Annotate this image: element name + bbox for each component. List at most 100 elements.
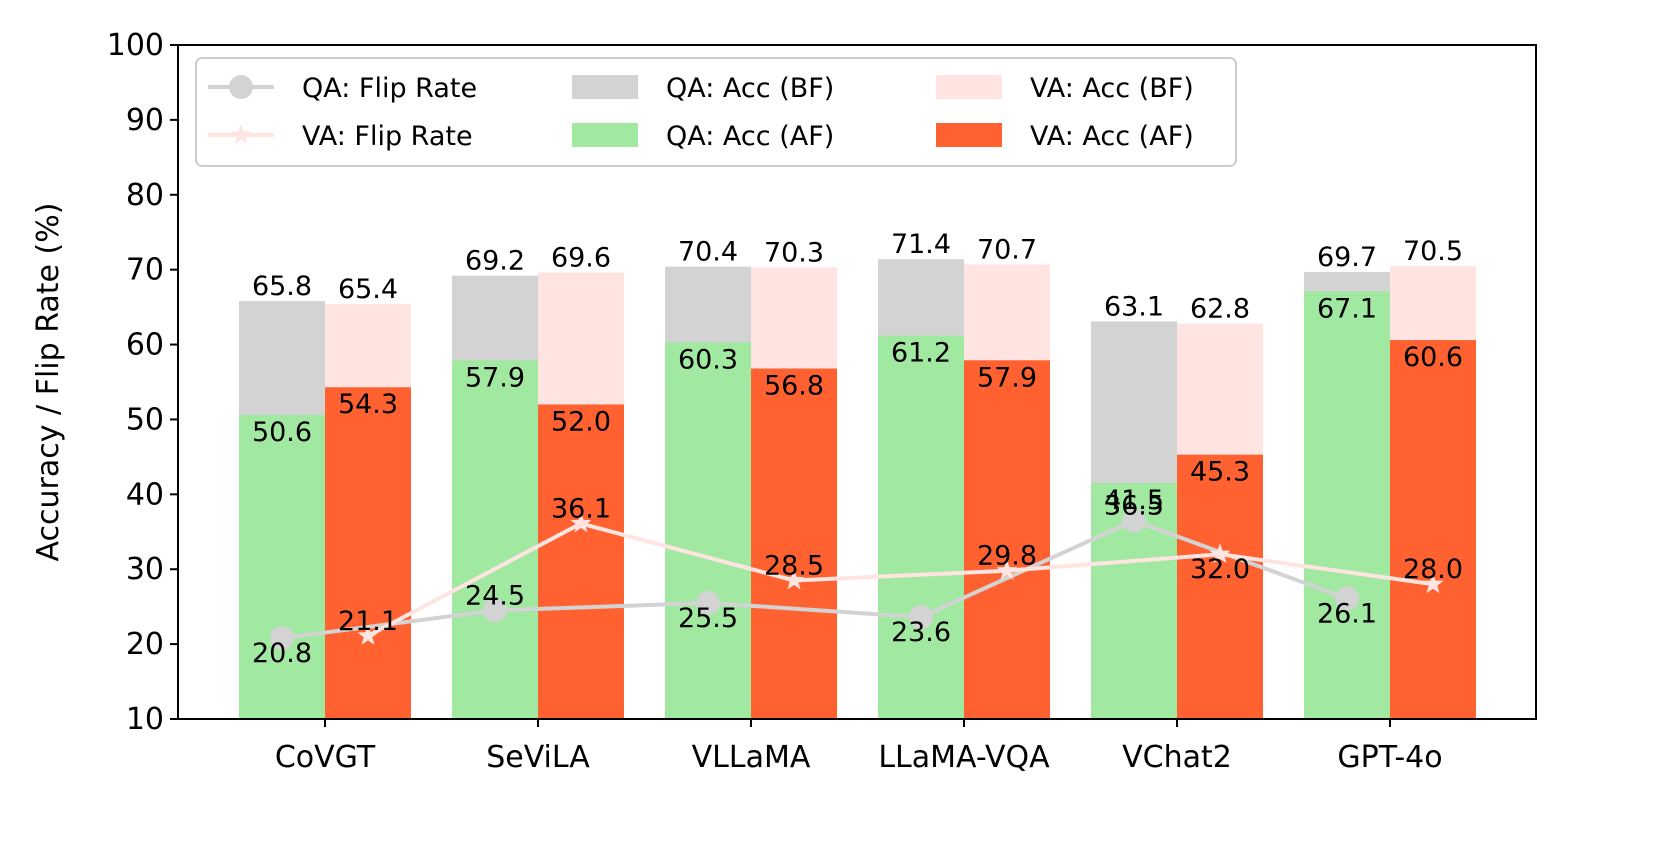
label-qa-acc-bf-vchat2: 63.1 (1104, 291, 1164, 322)
label-va-acc-bf-vchat2: 62.8 (1190, 294, 1250, 325)
marker-va-flip-rate-gpt-4o (1422, 573, 1444, 594)
label-qa-acc-af-covgt: 50.6 (252, 417, 312, 448)
legend-label-qa-flip-rate: QA: Flip Rate (302, 73, 477, 104)
label-qa-acc-bf-vllama: 70.4 (678, 237, 738, 268)
x-tick-label-covgt: CoVGT (275, 740, 376, 775)
legend-swatch-va-acc-af (936, 123, 1002, 147)
marker-va-flip-rate-covgt (357, 624, 379, 645)
legend-marker-qa-flip-rate (229, 75, 253, 99)
label-va-acc-bf-gpt-4o: 70.5 (1403, 236, 1463, 267)
bar-va-acc-af-vllama (751, 368, 837, 719)
y-tick-label-50: 50 (126, 402, 164, 437)
y-axis-title: Accuracy / Flip Rate (%) (31, 203, 66, 562)
marker-qa-flip-rate-llama-vqa (909, 605, 933, 630)
label-qa-flip-rate-llama-vqa: 23.6 (891, 617, 951, 648)
bar-qa-acc-af-gpt-4o (1304, 291, 1390, 719)
label-va-acc-af-llama-vqa: 57.9 (977, 362, 1037, 393)
bar-va-acc-af-llama-vqa (964, 360, 1050, 719)
x-tick-label-vllama: VLLaMA (692, 740, 811, 775)
label-qa-flip-rate-covgt: 20.8 (252, 638, 312, 669)
legend-swatch-va-acc-bf (936, 75, 1002, 99)
label-va-flip-rate-covgt: 21.1 (338, 606, 398, 637)
label-va-acc-af-sevila: 52.0 (551, 406, 611, 437)
legend-item-va-acc-bf: VA: Acc (BF) (936, 73, 1194, 104)
marker-va-flip-rate-vllama (783, 569, 805, 590)
label-qa-acc-af-vchat2: 41.5 (1104, 485, 1164, 516)
line-qa-flip-rate (281, 518, 1348, 641)
bar-va-acc-af-vchat2 (1177, 454, 1263, 719)
marker-va-flip-rate-vchat2 (1209, 543, 1231, 564)
x-tick-label-llama-vqa: LLaMA-VQA (878, 740, 1050, 775)
legend-label-va-acc-af: VA: Acc (AF) (1030, 121, 1194, 152)
label-qa-acc-af-sevila: 57.9 (465, 362, 525, 393)
y-tick-label-20: 20 (126, 627, 164, 662)
label-va-acc-af-covgt: 54.3 (338, 389, 398, 420)
marker-qa-flip-rate-vchat2 (1122, 508, 1146, 533)
data-labels-layer: 65.8 69.2 70.4 71.4 63.1 69.7 50.6 57.9 60.3 61.2… (252, 229, 1463, 669)
legend-label-qa-acc-af: QA: Acc (AF) (666, 121, 834, 152)
marker-va-flip-rate-sevila (570, 512, 592, 533)
x-tick-label-sevila: SeViLA (486, 740, 590, 775)
marker-va-flip-rate-llama-vqa (996, 559, 1018, 580)
label-qa-acc-bf-gpt-4o: 69.7 (1317, 242, 1377, 273)
label-va-flip-rate-gpt-4o: 28.0 (1403, 554, 1463, 585)
label-qa-acc-af-vllama: 60.3 (678, 344, 738, 375)
marker-qa-flip-rate-gpt-4o (1335, 586, 1359, 611)
line-va-flip-rate (367, 521, 1434, 638)
bar-qa-acc-af-sevila (452, 360, 538, 719)
y-tick-label-100: 100 (107, 28, 164, 63)
bar-qa-acc-af-llama-vqa (878, 335, 964, 719)
label-qa-flip-rate-vchat2: 36.5 (1104, 491, 1164, 522)
legend-item-qa-acc-bf: QA: Acc (BF) (572, 73, 834, 104)
label-va-acc-bf-llama-vqa: 70.7 (977, 234, 1037, 265)
legend-label-va-flip-rate: VA: Flip Rate (302, 121, 473, 152)
label-qa-acc-af-gpt-4o: 67.1 (1317, 293, 1377, 324)
label-va-flip-rate-vchat2: 32.0 (1190, 554, 1250, 585)
y-tick-label-30: 30 (126, 552, 164, 587)
legend-item-va-flip-rate: VA: Flip Rate (208, 121, 473, 152)
flip-rate-lines-layer (270, 508, 1444, 651)
y-tick-label-80: 80 (126, 178, 164, 213)
legend-item-qa-flip-rate: QA: Flip Rate (208, 73, 477, 104)
label-qa-acc-af-llama-vqa: 61.2 (891, 338, 951, 369)
label-qa-flip-rate-gpt-4o: 26.1 (1317, 598, 1377, 629)
legend-marker-va-flip-rate (230, 124, 252, 144)
label-va-acc-bf-covgt: 65.4 (338, 274, 398, 305)
bar-qa-acc-af-vllama (665, 342, 751, 719)
x-tick-label-vchat2: VChat2 (1122, 740, 1232, 775)
axes-layer: 10 20 30 40 50 60 70 80 90 100 CoVGT SeViLA VLLaMA LL… (107, 28, 1443, 775)
legend-swatch-qa-acc-bf (572, 75, 638, 99)
y-tick-label-70: 70 (126, 253, 164, 288)
label-va-flip-rate-llama-vqa: 29.8 (977, 541, 1037, 572)
label-qa-acc-bf-covgt: 65.8 (252, 271, 312, 302)
y-tick-label-60: 60 (126, 328, 164, 363)
bar-qa-acc-af-covgt (239, 414, 325, 719)
y-tick-label-90: 90 (126, 103, 164, 138)
legend-item-qa-acc-af: QA: Acc (AF) (572, 121, 834, 152)
bars-layer (239, 259, 1476, 719)
label-va-acc-bf-vllama: 70.3 (764, 237, 824, 268)
label-va-acc-bf-sevila: 69.6 (551, 243, 611, 274)
label-va-acc-af-vllama: 56.8 (764, 371, 824, 402)
y-tick-label-10: 10 (126, 702, 164, 737)
legend-item-va-acc-af: VA: Acc (AF) (936, 121, 1194, 152)
marker-qa-flip-rate-vllama (696, 590, 720, 615)
label-va-acc-af-vchat2: 45.3 (1190, 457, 1250, 488)
bar-va-acc-af-sevila (538, 404, 624, 719)
label-qa-acc-bf-sevila: 69.2 (465, 246, 525, 277)
label-qa-flip-rate-sevila: 24.5 (465, 580, 525, 611)
legend-label-va-acc-bf: VA: Acc (BF) (1030, 73, 1194, 104)
legend: QA: Flip Rate VA: Flip Rate QA: Acc (BF) QA… (195, 57, 1237, 167)
marker-qa-flip-rate-covgt (270, 626, 294, 651)
bar-va-acc-af-gpt-4o (1390, 340, 1476, 719)
plot-area-frame (177, 44, 1537, 720)
label-va-flip-rate-vllama: 28.5 (764, 550, 824, 581)
label-qa-acc-bf-llama-vqa: 71.4 (891, 229, 951, 260)
bar-va-acc-af-covgt (325, 387, 411, 719)
x-tick-label-gpt-4o: GPT-4o (1337, 740, 1442, 775)
label-va-acc-af-gpt-4o: 60.6 (1403, 342, 1463, 373)
label-va-flip-rate-sevila: 36.1 (551, 494, 611, 525)
legend-label-qa-acc-bf: QA: Acc (BF) (666, 73, 834, 104)
marker-qa-flip-rate-sevila (483, 598, 507, 623)
